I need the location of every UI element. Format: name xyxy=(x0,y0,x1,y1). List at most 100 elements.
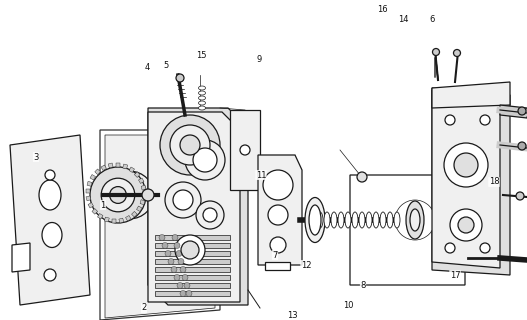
Bar xyxy=(155,267,230,272)
Text: 9: 9 xyxy=(256,55,261,65)
Ellipse shape xyxy=(199,106,206,110)
Circle shape xyxy=(268,205,288,225)
Circle shape xyxy=(176,74,184,82)
Bar xyxy=(92,209,97,214)
Text: 14: 14 xyxy=(398,15,408,25)
Ellipse shape xyxy=(345,212,351,228)
Circle shape xyxy=(44,269,56,281)
Circle shape xyxy=(165,251,171,257)
Circle shape xyxy=(90,167,146,223)
Text: 1: 1 xyxy=(100,201,105,210)
Text: 17: 17 xyxy=(450,270,460,279)
Text: 6: 6 xyxy=(430,15,435,25)
Circle shape xyxy=(454,153,478,177)
Circle shape xyxy=(450,209,482,241)
Bar xyxy=(134,172,140,178)
Ellipse shape xyxy=(359,212,365,228)
Polygon shape xyxy=(500,105,527,118)
Text: 2: 2 xyxy=(141,303,147,313)
Circle shape xyxy=(173,190,193,210)
Bar xyxy=(125,215,131,221)
Polygon shape xyxy=(148,108,248,305)
Circle shape xyxy=(172,235,178,241)
Circle shape xyxy=(106,171,154,219)
Bar xyxy=(112,219,116,223)
Bar xyxy=(155,243,230,248)
Bar xyxy=(104,217,109,222)
Text: 10: 10 xyxy=(343,300,353,309)
Ellipse shape xyxy=(380,212,386,228)
Circle shape xyxy=(181,241,199,259)
Polygon shape xyxy=(105,135,215,318)
Bar xyxy=(123,164,128,169)
Circle shape xyxy=(101,178,135,212)
Polygon shape xyxy=(148,112,240,302)
Bar xyxy=(139,178,144,183)
Circle shape xyxy=(240,145,250,155)
Bar xyxy=(101,165,106,171)
Circle shape xyxy=(180,267,186,273)
Circle shape xyxy=(45,170,55,180)
Ellipse shape xyxy=(309,205,321,235)
Circle shape xyxy=(445,243,455,253)
Text: 3: 3 xyxy=(33,153,38,162)
Circle shape xyxy=(184,283,190,289)
Circle shape xyxy=(458,217,474,233)
Text: 11: 11 xyxy=(256,171,266,180)
Circle shape xyxy=(160,115,220,175)
Bar xyxy=(155,275,230,280)
Circle shape xyxy=(174,243,180,249)
Ellipse shape xyxy=(324,212,330,228)
Circle shape xyxy=(165,182,201,218)
Bar xyxy=(108,163,113,168)
Ellipse shape xyxy=(199,96,206,100)
Polygon shape xyxy=(350,175,465,285)
Ellipse shape xyxy=(39,180,61,210)
Circle shape xyxy=(263,170,293,200)
Circle shape xyxy=(445,115,455,125)
Circle shape xyxy=(114,180,145,211)
Bar xyxy=(87,181,92,186)
Ellipse shape xyxy=(410,209,420,231)
Circle shape xyxy=(170,125,210,165)
Circle shape xyxy=(193,148,217,172)
Ellipse shape xyxy=(42,222,62,247)
Circle shape xyxy=(175,235,205,265)
Ellipse shape xyxy=(199,91,206,95)
Circle shape xyxy=(433,49,440,55)
Bar xyxy=(155,259,230,264)
Ellipse shape xyxy=(387,212,393,228)
Circle shape xyxy=(395,200,435,240)
Bar xyxy=(155,235,230,240)
Ellipse shape xyxy=(305,197,325,243)
Text: 16: 16 xyxy=(377,5,387,14)
Bar xyxy=(136,206,142,212)
Polygon shape xyxy=(432,88,510,275)
Circle shape xyxy=(180,291,186,297)
Circle shape xyxy=(518,107,526,115)
Ellipse shape xyxy=(394,212,400,228)
Ellipse shape xyxy=(317,212,323,228)
Circle shape xyxy=(142,189,154,201)
Ellipse shape xyxy=(331,212,337,228)
Text: 15: 15 xyxy=(196,51,206,60)
Text: 7: 7 xyxy=(272,251,278,260)
Ellipse shape xyxy=(199,86,206,90)
Bar xyxy=(90,174,95,180)
Bar xyxy=(116,163,120,167)
Circle shape xyxy=(162,243,168,249)
Circle shape xyxy=(203,208,217,222)
Polygon shape xyxy=(432,90,500,268)
Polygon shape xyxy=(432,82,510,108)
Ellipse shape xyxy=(338,212,344,228)
Text: 13: 13 xyxy=(287,310,297,319)
Bar xyxy=(155,251,230,256)
Circle shape xyxy=(270,237,286,253)
Text: 18: 18 xyxy=(489,178,499,187)
Circle shape xyxy=(480,243,490,253)
Circle shape xyxy=(168,259,174,265)
Circle shape xyxy=(178,259,184,265)
Bar xyxy=(132,212,137,217)
Circle shape xyxy=(185,140,225,180)
Circle shape xyxy=(159,235,165,241)
